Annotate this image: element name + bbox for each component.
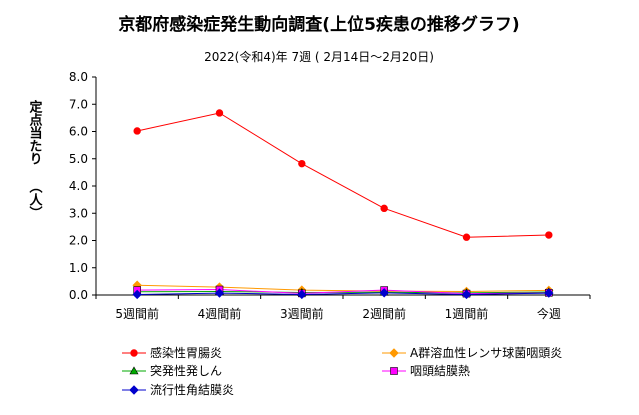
series-line (137, 290, 549, 294)
legend-marker (390, 367, 398, 375)
data-point (214, 288, 225, 298)
data-point (298, 159, 306, 168)
y-axis-label: 定点当たり （人） (27, 99, 44, 219)
legend-label: 咽頭結膜熱 (410, 364, 470, 378)
series-line (137, 284, 549, 292)
legend-item: 感染性胃腸炎 (122, 345, 222, 360)
data-point (544, 288, 554, 298)
axes: 0.0 1.0 2.0 3.0 4.0 5.0 6.0 7.0 8.0 5週間前 4週間前 3週間前 2… (27, 70, 591, 321)
data-point (462, 233, 471, 241)
legend-item: 流行性角結膜炎 (122, 383, 234, 397)
x-tick-label: 今週 (537, 306, 561, 321)
y-tick-label: 3.0 (69, 206, 88, 220)
chart-title: 京都府感染症発生動向調査(上位5疾患の推移グラフ) (118, 14, 519, 35)
legend-marker (129, 366, 139, 375)
x-tick-label: 4週間前 (198, 306, 242, 321)
series-line (137, 289, 549, 295)
data-point (132, 289, 142, 300)
y-tick-label: 1.0 (69, 261, 88, 275)
y-tick-label: 0.0 (69, 288, 88, 302)
series-group (132, 109, 554, 300)
legend-item: 咽頭結膜熱 (382, 364, 470, 378)
legend-label: 突発性発しん (150, 363, 222, 378)
x-tick-label: 3週間前 (280, 306, 324, 321)
legend-item: A群溶血性レンサ球菌咽頭炎 (382, 345, 562, 360)
legend-label: A群溶血性レンサ球菌咽頭炎 (410, 345, 562, 360)
series-4 (132, 288, 554, 300)
legend-label: 流行性角結膜炎 (150, 383, 234, 397)
legend-item: 突発性発しん (122, 363, 222, 378)
y-tick-label: 5.0 (69, 152, 88, 166)
y-tick-label: 8.0 (69, 70, 88, 84)
x-tick-label: 2週間前 (362, 306, 406, 321)
data-point (380, 204, 388, 213)
legend-marker (129, 385, 139, 395)
data-point (297, 289, 307, 300)
y-tick-label: 4.0 (69, 179, 88, 193)
x-tick-label: 1週間前 (445, 306, 489, 321)
series-0 (133, 109, 553, 241)
y-tick-label: 7.0 (69, 97, 88, 111)
chart-subtitle: 2022(令和4)年 7週 ( 2月14日～2月20日) (204, 49, 434, 64)
series-line (137, 292, 549, 295)
data-point (461, 289, 472, 300)
x-tick-label: 5週間前 (115, 306, 159, 321)
y-tick-label: 2.0 (69, 234, 88, 248)
data-point (545, 231, 553, 239)
legend-marker (389, 348, 399, 358)
legend-marker (130, 349, 138, 357)
series-line (137, 112, 549, 238)
y-tick-label: 6.0 (69, 125, 88, 139)
data-point (215, 109, 224, 117)
data-point (133, 127, 141, 135)
data-point (379, 288, 389, 298)
legend-label: 感染性胃腸炎 (150, 345, 222, 360)
